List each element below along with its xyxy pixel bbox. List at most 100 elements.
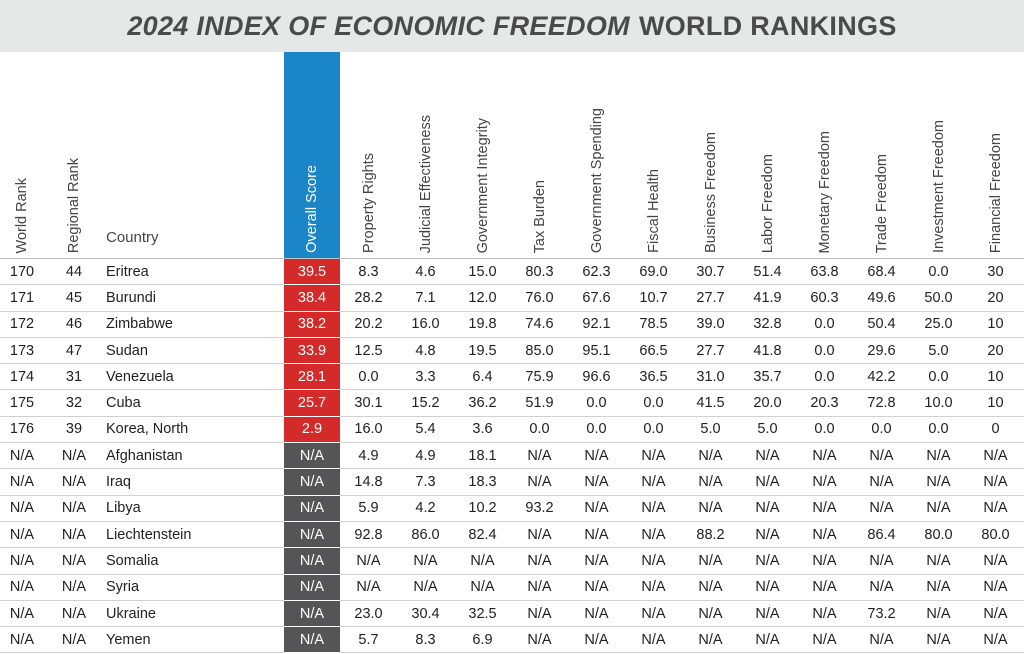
regional-rank-cell: N/A bbox=[44, 600, 104, 628]
property-rights-cell: N/A bbox=[340, 547, 397, 575]
labor-freedom-cell: 51.4 bbox=[739, 257, 796, 286]
tax-burden-cell: 0.0 bbox=[511, 416, 568, 444]
overall-score-cell: N/A bbox=[284, 468, 340, 496]
property-rights-cell: 92.8 bbox=[340, 521, 397, 549]
government-integrity-cell: 12.0 bbox=[454, 284, 511, 312]
investment-freedom-cell: 25.0 bbox=[910, 311, 967, 338]
table-row: 176 39 Korea, North 2.9 16.0 5.4 3.6 0.0 0.0 0.0 5… bbox=[0, 416, 1024, 444]
monetary-freedom-cell: 0.0 bbox=[796, 363, 853, 391]
trade-freedom-cell: 68.4 bbox=[853, 257, 910, 286]
monetary-freedom-cell: 63.8 bbox=[796, 257, 853, 286]
business-freedom-cell: N/A bbox=[682, 600, 739, 628]
world-rank-cell: 171 bbox=[0, 284, 44, 312]
fiscal-health-cell: 0.0 bbox=[625, 389, 682, 417]
investment-freedom-cell: N/A bbox=[910, 442, 967, 470]
trade-freedom-cell: N/A bbox=[853, 547, 910, 575]
column-header-label: Tax Burden bbox=[531, 179, 548, 253]
column-header-label: Property Rights bbox=[360, 153, 377, 253]
column-header-overall-score: Overall Score bbox=[284, 52, 340, 259]
labor-freedom-cell: N/A bbox=[739, 468, 796, 496]
title-italic: 2024 INDEX OF ECONOMIC FREEDOM bbox=[127, 10, 630, 41]
monetary-freedom-cell: N/A bbox=[796, 600, 853, 628]
world-rank-cell: N/A bbox=[0, 600, 44, 628]
judicial-effectiveness-cell: 5.4 bbox=[397, 416, 454, 444]
financial-freedom-cell: 30 bbox=[967, 257, 1024, 286]
fiscal-health-cell: N/A bbox=[625, 521, 682, 549]
regional-rank-cell: 39 bbox=[44, 416, 104, 444]
financial-freedom-cell: 20 bbox=[967, 337, 1024, 365]
world-rank-cell: 172 bbox=[0, 311, 44, 338]
financial-freedom-cell: 0 bbox=[967, 416, 1024, 444]
judicial-effectiveness-cell: 16.0 bbox=[397, 311, 454, 338]
country-cell: Korea, North bbox=[104, 416, 284, 444]
tax-burden-cell: 51.9 bbox=[511, 389, 568, 417]
column-header-world-rank: World Rank bbox=[0, 52, 44, 259]
property-rights-cell: 30.1 bbox=[340, 389, 397, 417]
financial-freedom-cell: N/A bbox=[967, 626, 1024, 654]
column-header-label: Labor Freedom bbox=[759, 153, 776, 253]
investment-freedom-cell: N/A bbox=[910, 626, 967, 654]
government-spending-cell: 0.0 bbox=[568, 389, 625, 417]
table-row: N/A N/A Liechtenstein N/A 92.8 86.0 82.4 N/A N/A… bbox=[0, 521, 1024, 549]
investment-freedom-cell: 0.0 bbox=[910, 363, 967, 391]
table-header-row: World Rank Regional Rank Country Overall Sc… bbox=[0, 52, 1024, 259]
monetary-freedom-cell: N/A bbox=[796, 626, 853, 654]
column-header-labor-freedom: Labor Freedom bbox=[739, 52, 796, 259]
country-cell: Yemen bbox=[104, 626, 284, 654]
tax-burden-cell: 85.0 bbox=[511, 337, 568, 365]
column-header-regional-rank: Regional Rank bbox=[44, 52, 104, 259]
fiscal-health-cell: 69.0 bbox=[625, 257, 682, 286]
table-row: 172 46 Zimbabwe 38.2 20.2 16.0 19.8 74.6 92.1 78.… bbox=[0, 311, 1024, 338]
business-freedom-cell: 41.5 bbox=[682, 389, 739, 417]
tax-burden-cell: N/A bbox=[511, 468, 568, 496]
labor-freedom-cell: N/A bbox=[739, 574, 796, 601]
world-rank-cell: 176 bbox=[0, 416, 44, 444]
country-cell: Eritrea bbox=[104, 257, 284, 286]
tax-burden-cell: N/A bbox=[511, 547, 568, 575]
fiscal-health-cell: N/A bbox=[625, 495, 682, 522]
financial-freedom-cell: N/A bbox=[967, 574, 1024, 601]
property-rights-cell: 12.5 bbox=[340, 337, 397, 365]
column-header-label: World Rank bbox=[14, 177, 30, 253]
financial-freedom-cell: N/A bbox=[967, 442, 1024, 470]
government-spending-cell: N/A bbox=[568, 521, 625, 549]
regional-rank-cell: N/A bbox=[44, 442, 104, 470]
column-header-government-integrity: Government Integrity bbox=[454, 52, 511, 259]
government-integrity-cell: 6.4 bbox=[454, 363, 511, 391]
world-rank-cell: N/A bbox=[0, 547, 44, 575]
trade-freedom-cell: 86.4 bbox=[853, 521, 910, 549]
property-rights-cell: 0.0 bbox=[340, 363, 397, 391]
table-row: N/A N/A Somalia N/A N/A N/A N/A N/A N/A N/A N/A N/A… bbox=[0, 547, 1024, 575]
investment-freedom-cell: N/A bbox=[910, 547, 967, 575]
table-row: N/A N/A Iraq N/A 14.8 7.3 18.3 N/A N/A N/A N/A N/A N… bbox=[0, 468, 1024, 496]
country-cell: Burundi bbox=[104, 284, 284, 312]
regional-rank-cell: 31 bbox=[44, 363, 104, 391]
column-header-label: Monetary Freedom bbox=[816, 130, 833, 254]
table-body: 170 44 Eritrea 39.5 8.3 4.6 15.0 80.3 62.3 69.0 30… bbox=[0, 257, 1024, 654]
regional-rank-cell: 45 bbox=[44, 284, 104, 312]
table-row: N/A N/A Libya N/A 5.9 4.2 10.2 93.2 N/A N/A N/A N/A… bbox=[0, 495, 1024, 522]
labor-freedom-cell: 32.8 bbox=[739, 311, 796, 338]
investment-freedom-cell: N/A bbox=[910, 468, 967, 496]
tax-burden-cell: 75.9 bbox=[511, 363, 568, 391]
column-header-country: Country bbox=[104, 52, 284, 259]
column-header-monetary-freedom: Monetary Freedom bbox=[796, 52, 853, 259]
business-freedom-cell: N/A bbox=[682, 574, 739, 601]
overall-score-cell: N/A bbox=[284, 495, 340, 522]
monetary-freedom-cell: N/A bbox=[796, 574, 853, 601]
government-spending-cell: N/A bbox=[568, 574, 625, 601]
regional-rank-cell: N/A bbox=[44, 547, 104, 575]
business-freedom-cell: 39.0 bbox=[682, 311, 739, 338]
world-rank-cell: N/A bbox=[0, 468, 44, 496]
property-rights-cell: 4.9 bbox=[340, 442, 397, 470]
financial-freedom-cell: N/A bbox=[967, 468, 1024, 496]
monetary-freedom-cell: N/A bbox=[796, 495, 853, 522]
judicial-effectiveness-cell: N/A bbox=[397, 547, 454, 575]
government-spending-cell: N/A bbox=[568, 600, 625, 628]
financial-freedom-cell: 20 bbox=[967, 284, 1024, 312]
business-freedom-cell: N/A bbox=[682, 495, 739, 522]
monetary-freedom-cell: 0.0 bbox=[796, 337, 853, 365]
property-rights-cell: 28.2 bbox=[340, 284, 397, 312]
financial-freedom-cell: 10 bbox=[967, 311, 1024, 338]
overall-score-cell: 39.5 bbox=[284, 257, 340, 286]
